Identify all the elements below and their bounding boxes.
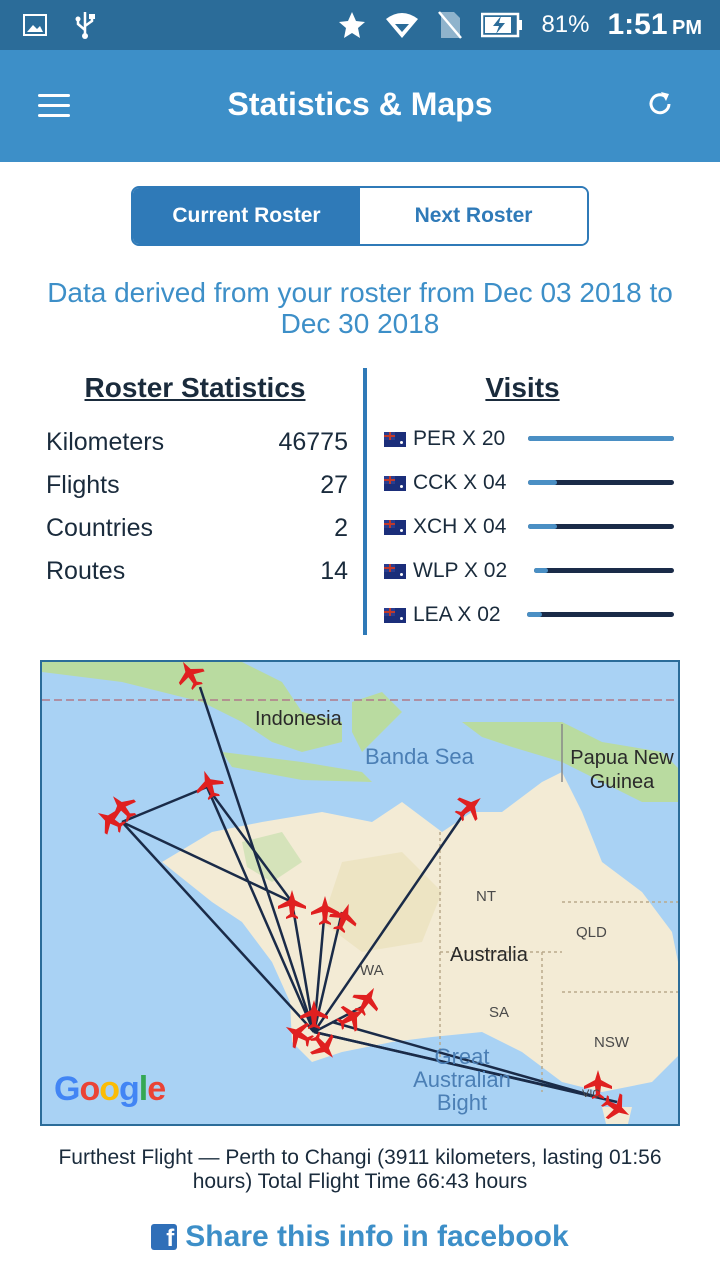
visit-bar-fill bbox=[528, 436, 674, 441]
australia-flag-icon bbox=[384, 563, 406, 579]
stat-value: 14 bbox=[320, 557, 348, 585]
visit-bar bbox=[527, 612, 674, 617]
visit-bar-fill bbox=[528, 524, 558, 529]
map-label-qld: QLD bbox=[576, 924, 607, 941]
plane-icon bbox=[329, 903, 357, 934]
sulawesi-land bbox=[352, 692, 402, 752]
menu-icon[interactable] bbox=[38, 94, 70, 118]
roster-statistics-heading: Roster Statistics bbox=[84, 372, 306, 403]
wifi-icon bbox=[386, 13, 419, 38]
state-boundaries bbox=[439, 832, 678, 1092]
plane-icon bbox=[178, 662, 205, 690]
stat-row-routes: Routes 14 bbox=[46, 557, 348, 587]
plane-icon bbox=[196, 770, 224, 801]
stat-row-kilometers: Kilometers 46775 bbox=[46, 428, 348, 458]
map-label-nsw: NSW bbox=[594, 1034, 629, 1051]
plane-icon bbox=[278, 890, 306, 919]
section-divider bbox=[363, 368, 367, 635]
map-label-great-australian-bight: Great Australian Bight bbox=[413, 1044, 511, 1115]
visit-row: PER X 20 bbox=[384, 424, 676, 454]
battery-charging-icon bbox=[481, 12, 523, 38]
visit-bar bbox=[528, 436, 674, 441]
app-bar: Statistics & Maps bbox=[0, 50, 720, 162]
visit-bar bbox=[534, 568, 674, 573]
map-canvas bbox=[42, 662, 678, 1124]
map-label-wa: WA bbox=[360, 962, 384, 979]
australia-flag-icon bbox=[384, 519, 406, 535]
plane-icon bbox=[300, 1000, 328, 1029]
plane-icon bbox=[309, 1031, 334, 1058]
map-label-indonesia: Indonesia bbox=[255, 708, 342, 730]
plane-icon bbox=[97, 808, 126, 835]
airport-plane-icons bbox=[97, 662, 630, 1120]
page-title: Statistics & Maps bbox=[227, 86, 493, 122]
stat-label: Countries bbox=[46, 514, 153, 542]
visit-bar bbox=[528, 480, 674, 485]
visit-bar-fill bbox=[534, 568, 548, 573]
roster-tabs: Current Roster Next Roster bbox=[131, 186, 589, 246]
google-logo: Google bbox=[54, 1070, 166, 1108]
indonesia-land bbox=[42, 662, 342, 752]
australia-flag-icon bbox=[384, 607, 406, 623]
visit-label: WLP X 02 bbox=[413, 559, 508, 582]
stat-label: Flights bbox=[46, 471, 120, 499]
visits-heading: Visits bbox=[485, 372, 560, 403]
plane-icon bbox=[311, 896, 339, 925]
plane-icon bbox=[584, 1070, 612, 1099]
plane-icon bbox=[112, 796, 137, 823]
tab-next-roster[interactable]: Next Roster bbox=[360, 188, 587, 244]
australia-interior bbox=[322, 852, 442, 952]
share-label: Share this info in facebook bbox=[185, 1220, 569, 1253]
stat-value: 2 bbox=[334, 514, 348, 542]
refresh-icon[interactable] bbox=[644, 88, 676, 120]
plane-icon bbox=[454, 797, 481, 822]
star-icon bbox=[339, 12, 366, 38]
map-label-nt: NT bbox=[476, 888, 496, 905]
visit-row: CCK X 04 bbox=[384, 468, 676, 498]
furthest-flight-text: Furthest Flight — Perth to Changi (3911 … bbox=[58, 1146, 662, 1193]
map-label-banda-sea: Banda Sea bbox=[365, 744, 474, 769]
stat-row-countries: Countries 2 bbox=[46, 514, 348, 544]
stat-value: 27 bbox=[320, 471, 348, 499]
visit-row: WLP X 02 bbox=[384, 556, 676, 586]
australia-flag-icon bbox=[384, 475, 406, 491]
visit-label: XCH X 04 bbox=[413, 515, 507, 538]
derived-date-range: Data derived from your roster from Dec 0… bbox=[47, 277, 673, 339]
map-label-sa: SA bbox=[489, 1004, 510, 1021]
stat-label: Kilometers bbox=[46, 428, 165, 456]
status-bar: 81% 1:51 PM bbox=[0, 0, 720, 50]
plane-icon bbox=[285, 1022, 314, 1049]
share-facebook-button[interactable]: f Share this info in facebook bbox=[0, 1220, 720, 1254]
stat-row-flights: Flights 27 bbox=[46, 471, 348, 501]
clock: 1:51 PM bbox=[607, 8, 703, 41]
map-label-papua-new-guinea: Papua New Guinea bbox=[570, 747, 674, 793]
plane-icon bbox=[336, 1005, 365, 1032]
java-land bbox=[222, 752, 372, 782]
image-icon bbox=[23, 14, 47, 36]
stat-value: 46775 bbox=[278, 428, 348, 456]
visit-row: LEA X 02 bbox=[384, 600, 676, 630]
png-land bbox=[462, 722, 678, 802]
visit-label: CCK X 04 bbox=[413, 471, 507, 494]
visit-label: PER X 20 bbox=[413, 427, 506, 450]
no-sim-icon bbox=[438, 11, 463, 39]
australia-flag-icon bbox=[384, 431, 406, 447]
map-label-vic: VIC bbox=[582, 1088, 601, 1100]
map-label-australia: Australia bbox=[450, 944, 528, 966]
visit-row: XCH X 04 bbox=[384, 512, 676, 542]
battery-percent: 81% bbox=[541, 11, 590, 38]
plane-icon bbox=[352, 987, 379, 1016]
route-map[interactable]: Indonesia Banda Sea Papua New Guinea NT … bbox=[40, 660, 680, 1126]
facebook-icon: f bbox=[151, 1224, 178, 1251]
plane-icon bbox=[601, 1093, 630, 1120]
stat-label: Routes bbox=[46, 557, 126, 585]
visit-label: LEA X 02 bbox=[413, 603, 501, 626]
nw-greenery bbox=[242, 832, 302, 882]
tab-current-roster[interactable]: Current Roster bbox=[133, 188, 360, 244]
usb-icon bbox=[75, 12, 95, 39]
visit-bar bbox=[528, 524, 674, 529]
visit-bar-fill bbox=[527, 612, 542, 617]
route-lines bbox=[121, 686, 618, 1104]
visit-bar-fill bbox=[528, 480, 558, 485]
